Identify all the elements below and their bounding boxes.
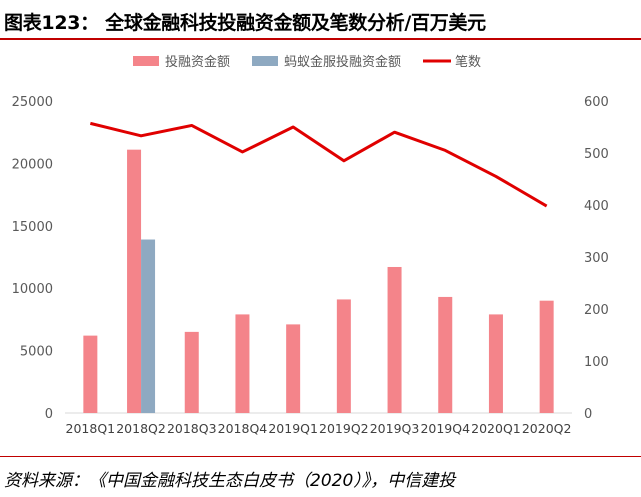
y-left-tick-label-3: 15000 <box>12 220 53 235</box>
x-tick-label-2019Q1: 2019Q1 <box>268 421 318 436</box>
legend-swatch-1 <box>252 56 278 66</box>
y-right-tick-label-1: 100 <box>584 355 609 370</box>
x-tick-label-2019Q3: 2019Q3 <box>370 421 420 436</box>
title-bar: 图表123： 全球金融科技投融资金额及笔数分析/百万美元 <box>0 0 641 40</box>
legend-label-1: 蚂蚁金服投融资金额 <box>284 54 401 70</box>
x-tick-label-2019Q4: 2019Q4 <box>420 421 470 436</box>
combo-chart: 0 5000 10000 15000 20000 25000 0 100 200 300 400 50… <box>12 54 609 436</box>
x-tick-label-2020Q1: 2020Q1 <box>471 421 521 436</box>
legend-label-2: 笔数 <box>455 54 481 70</box>
bar-total-2020Q1 <box>488 314 503 413</box>
bar-total-2019Q1 <box>286 324 301 413</box>
bar-total-2018Q3 <box>184 331 199 413</box>
y-left-tick-label-5: 25000 <box>12 95 53 110</box>
bar-total-2018Q4 <box>235 314 250 413</box>
bar-total-2019Q2 <box>336 299 351 413</box>
chart-title: 图表123： 全球金融科技投融资金额及笔数分析/百万美元 <box>4 12 486 34</box>
bar-total-2018Q2 <box>127 149 142 413</box>
y-right-tick-label-0: 0 <box>584 407 592 422</box>
bar-total-2019Q3 <box>387 266 402 413</box>
y-right-tick-label-6: 600 <box>584 95 609 110</box>
y-left-tick-label-0: 0 <box>45 407 53 422</box>
source-note: 资料来源：《中国金融科技生态白皮书（2020）》，中信建投 <box>4 471 456 491</box>
bar-total-2019Q4 <box>438 296 453 413</box>
title-divider <box>0 38 641 40</box>
bar-ant-2018Q2 <box>141 239 156 413</box>
bar-total-2018Q1 <box>83 335 98 413</box>
bar-total-2020Q2 <box>539 300 554 413</box>
x-tick-label-2019Q2: 2019Q2 <box>319 421 369 436</box>
y-left-tick-label-2: 10000 <box>12 282 53 297</box>
x-tick-label-2018Q4: 2018Q4 <box>218 421 268 436</box>
y-left-tick-label-1: 5000 <box>20 345 53 360</box>
y-right-tick-label-5: 500 <box>584 147 609 162</box>
y-right-tick-label-3: 300 <box>584 251 609 266</box>
x-tick-label-2018Q3: 2018Q3 <box>167 421 217 436</box>
x-tick-label-2020Q2: 2020Q2 <box>522 421 572 436</box>
footer-divider <box>0 456 641 457</box>
count-line <box>89 121 548 208</box>
legend-label-0: 投融资金额 <box>165 54 230 70</box>
y-right-tick-label-2: 200 <box>584 303 609 318</box>
y-left-tick-label-4: 20000 <box>12 157 53 172</box>
chart-area: 0 5000 10000 15000 20000 25000 0 100 200 300 400 50… <box>0 44 641 444</box>
y-right-tick-label-4: 400 <box>584 199 609 214</box>
x-tick-label-2018Q1: 2018Q1 <box>66 421 116 436</box>
x-tick-label-2018Q2: 2018Q2 <box>116 421 166 436</box>
legend-swatch-0 <box>133 56 159 66</box>
